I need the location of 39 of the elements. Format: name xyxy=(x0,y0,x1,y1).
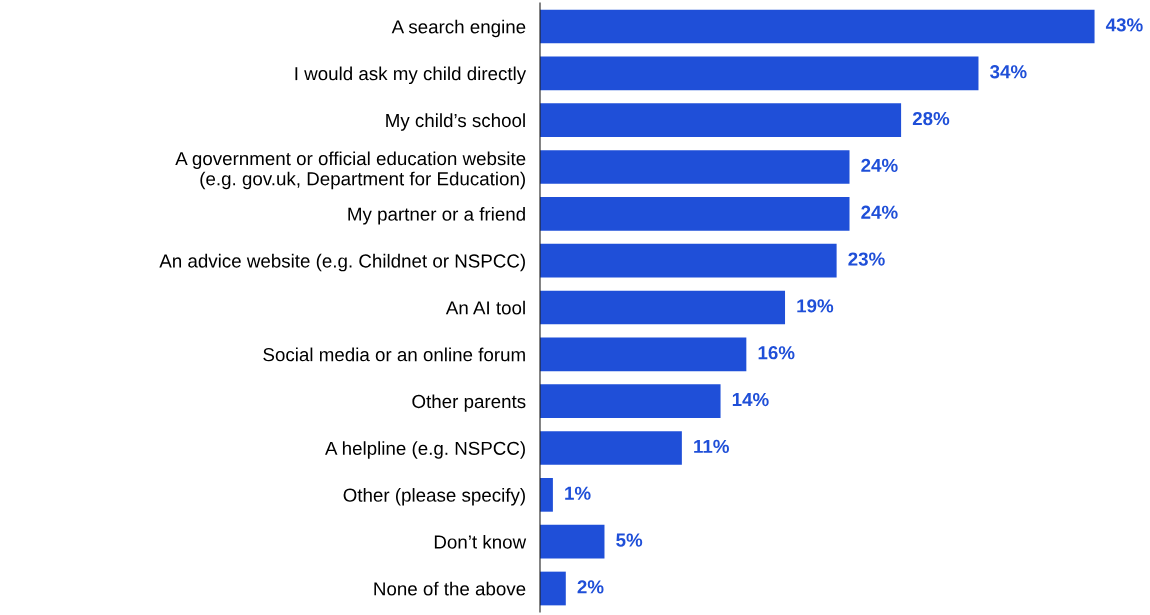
bar xyxy=(540,243,837,278)
y-tick-label: A government or official education website (e.g. gov.uk, Department for Education) xyxy=(175,151,526,190)
data-label: 5% xyxy=(616,533,643,547)
y-tick-label: A search engine xyxy=(391,19,526,38)
y-tick-label: A helpline (e.g. NSPCC) xyxy=(325,441,525,459)
data-label: 19% xyxy=(797,299,834,313)
bar xyxy=(540,103,902,138)
data-label: 43% xyxy=(1105,18,1143,32)
data-label: 28% xyxy=(912,111,950,126)
bar xyxy=(540,56,979,91)
bar xyxy=(540,524,605,559)
data-label: 23% xyxy=(848,252,885,266)
bar xyxy=(540,384,721,419)
y-tick-label: Social media or an online forum xyxy=(263,347,525,362)
data-label: 1% xyxy=(565,486,591,500)
data-label: 14% xyxy=(732,392,769,407)
y-tick-label: I would ask my child directly xyxy=(295,66,527,85)
data-label: 11% xyxy=(694,439,729,453)
bar xyxy=(540,196,850,231)
y-tick-label: Don’t know xyxy=(434,534,527,549)
data-label: 16% xyxy=(758,346,795,360)
bar xyxy=(540,150,850,184)
bar xyxy=(540,477,553,512)
y-tick-label: An AI tool xyxy=(445,300,525,315)
y-tick-label: An advice website (e.g. Childnet or NSPCC) xyxy=(159,253,525,272)
y-tick-label: None of the above xyxy=(374,581,526,596)
bar xyxy=(540,337,747,372)
y-tick-label: Other parents xyxy=(412,394,526,412)
bar xyxy=(540,431,682,465)
data-label: 34% xyxy=(990,65,1027,79)
y-tick-label: My child’s school xyxy=(386,113,525,131)
y-tick-label: Other (please specify) xyxy=(343,488,525,506)
bar xyxy=(540,290,786,325)
bar xyxy=(540,571,566,606)
data-label: 24% xyxy=(861,158,898,172)
data-label: 2% xyxy=(577,580,604,594)
bar xyxy=(540,9,1095,44)
data-label: 24% xyxy=(861,205,898,219)
y-tick-label: My partner or a friend xyxy=(348,207,525,225)
